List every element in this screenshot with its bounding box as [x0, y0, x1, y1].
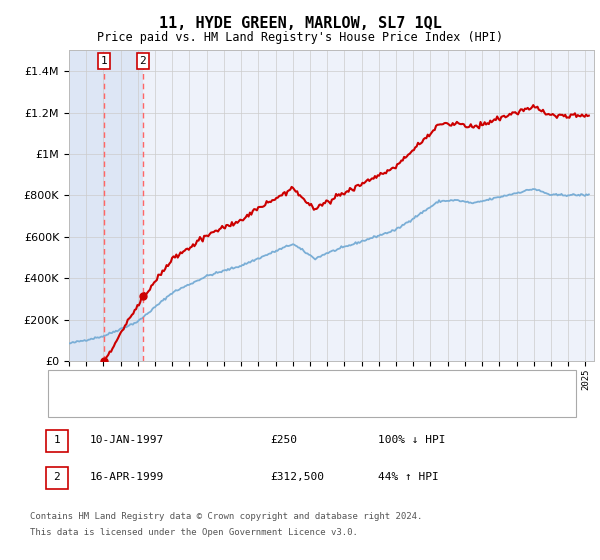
- Text: 11, HYDE GREEN, MARLOW, SL7 1QL (detached house): 11, HYDE GREEN, MARLOW, SL7 1QL (detache…: [108, 378, 408, 388]
- Text: £312,500: £312,500: [270, 472, 324, 482]
- Bar: [104, 50, 143, 361]
- Text: 10-JAN-1997: 10-JAN-1997: [90, 435, 164, 445]
- Text: £250: £250: [270, 435, 297, 445]
- Text: 1: 1: [101, 56, 107, 66]
- Text: Contains HM Land Registry data © Crown copyright and database right 2024.: Contains HM Land Registry data © Crown c…: [30, 512, 422, 521]
- Text: 100% ↓ HPI: 100% ↓ HPI: [378, 435, 445, 445]
- Text: 1: 1: [53, 435, 61, 445]
- Text: 44% ↑ HPI: 44% ↑ HPI: [378, 472, 439, 482]
- Text: 2: 2: [139, 56, 146, 66]
- Text: 11, HYDE GREEN, MARLOW, SL7 1QL: 11, HYDE GREEN, MARLOW, SL7 1QL: [158, 16, 442, 31]
- Text: This data is licensed under the Open Government Licence v3.0.: This data is licensed under the Open Gov…: [30, 528, 358, 536]
- Text: 2: 2: [53, 472, 61, 482]
- Text: HPI: Average price, detached house, Buckinghamshire: HPI: Average price, detached house, Buck…: [108, 400, 427, 410]
- Text: Price paid vs. HM Land Registry's House Price Index (HPI): Price paid vs. HM Land Registry's House …: [97, 31, 503, 44]
- Bar: [69, 50, 104, 361]
- Text: 16-APR-1999: 16-APR-1999: [90, 472, 164, 482]
